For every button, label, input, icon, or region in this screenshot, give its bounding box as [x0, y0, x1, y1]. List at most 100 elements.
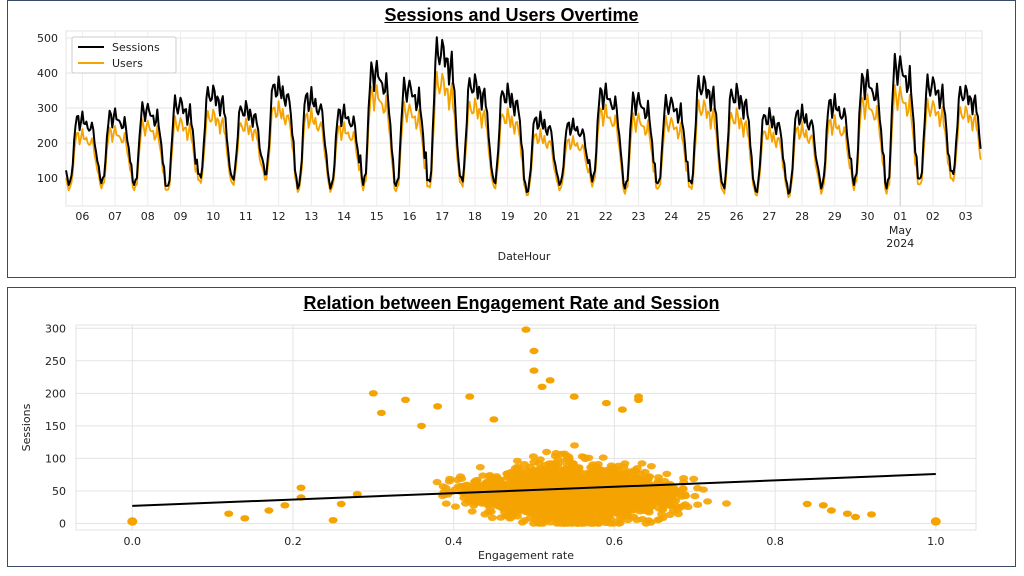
scatter-point: [521, 326, 531, 333]
x-axis-label: DateHour: [498, 250, 551, 263]
scatter-point: [492, 473, 502, 480]
scatter-point: [568, 460, 578, 467]
scatter-point: [566, 478, 576, 485]
scatter-point: [513, 471, 523, 478]
x-axis-label: Engagement rate: [478, 549, 574, 562]
scatter-point: [417, 422, 426, 430]
x-tick-label: 02: [926, 210, 940, 223]
scatter-point: [500, 503, 510, 511]
scatter-point: [578, 512, 588, 519]
scatter-point: [646, 463, 656, 470]
scatter-point: [240, 515, 250, 522]
scatter-point: [328, 517, 338, 524]
scatter-point: [468, 494, 477, 501]
scatter-point: [296, 484, 306, 491]
scatter-point: [587, 507, 597, 515]
scatter-point: [654, 505, 664, 512]
scatter-point: [667, 502, 677, 510]
scatter-point: [637, 460, 647, 467]
x-tick-label: 21: [566, 210, 580, 223]
x-tick-label: 27: [762, 210, 776, 223]
scatter-point: [645, 473, 655, 480]
scatter-point: [623, 516, 633, 524]
scatter-point: [654, 474, 663, 481]
scatter-point: [465, 393, 475, 400]
scatter-point: [595, 465, 604, 473]
legend-label: Users: [112, 57, 143, 70]
scatter-point: [617, 406, 627, 413]
scatter-point: [469, 502, 479, 509]
scatter-point: [488, 499, 498, 506]
scatter-point: [368, 390, 378, 397]
scatter-point: [637, 516, 647, 523]
x-tick-label: 0.2: [284, 535, 302, 548]
scatter-point: [498, 480, 508, 487]
scatter-point: [554, 515, 564, 522]
scatter-point: [818, 502, 828, 509]
x-tick-label: 22: [599, 210, 613, 223]
x-tick-label: 18: [468, 210, 482, 223]
scatter-point: [703, 498, 713, 505]
scatter-point: [930, 517, 941, 526]
scatter-point: [598, 454, 608, 461]
scatter-point: [513, 498, 523, 505]
x-tick-label: 14: [337, 210, 351, 223]
scatter-point: [640, 493, 650, 500]
scatter-point: [459, 494, 469, 502]
x-tick-label: 26: [730, 210, 744, 223]
scatter-point: [851, 513, 860, 521]
scatter-point: [606, 504, 616, 511]
scatter-point: [525, 515, 535, 522]
scatter-point: [610, 470, 620, 477]
scatter-point: [475, 482, 485, 489]
scatter-point: [478, 472, 488, 479]
scatter-point: [441, 500, 451, 507]
scatter-point: [480, 494, 490, 501]
scatter-point: [579, 493, 589, 500]
x-tick-label: 28: [795, 210, 809, 223]
sessions-users-chart-panel: Sessions and Users Overtime 100 200 300 400…: [7, 0, 1016, 278]
series-line-sessions: [65, 36, 982, 195]
x-tick-label: 07: [108, 210, 122, 223]
x-tick-label: 06: [75, 210, 89, 223]
scatter-point: [556, 504, 566, 512]
scatter-point: [603, 513, 613, 521]
x-tick-label: 19: [501, 210, 515, 223]
scatter-point: [545, 519, 555, 526]
scatter-point: [550, 462, 560, 469]
scatter-point: [693, 501, 703, 508]
scatter-point: [652, 489, 662, 496]
y-tick-label: 250: [45, 355, 66, 368]
y-tick-label: 100: [37, 172, 58, 185]
scatter-point: [665, 511, 675, 518]
scatter-point: [589, 491, 599, 498]
scatter-point: [506, 514, 516, 522]
scatter-point: [571, 465, 581, 473]
x-tick-label: 24: [664, 210, 678, 223]
scatter-point: [677, 493, 687, 500]
x-tick-label: 10: [206, 210, 220, 223]
scatter-point: [581, 500, 591, 507]
scatter-point: [576, 475, 585, 483]
scatter-point: [620, 460, 630, 467]
scatter-point: [542, 448, 552, 456]
y-tick-label: 400: [37, 67, 58, 80]
scatter-point: [521, 483, 531, 490]
scatter-point: [550, 452, 560, 460]
scatter-point: [506, 499, 515, 506]
scatter-point: [570, 442, 579, 449]
x-tick-sublabel: May: [889, 224, 912, 237]
scatter-point: [401, 396, 410, 403]
scatter-point: [582, 475, 592, 483]
scatter-point: [690, 492, 700, 500]
scatter-point: [565, 509, 575, 517]
scatter-point: [601, 487, 611, 494]
scatter-point: [664, 484, 674, 491]
scatter-point: [451, 503, 460, 510]
scatter-point: [556, 481, 566, 489]
scatter-point: [531, 466, 541, 474]
scatter-point: [556, 473, 566, 480]
chart-title: Relation between Engagement Rate and Ses…: [303, 293, 720, 313]
scatter-point: [445, 475, 455, 483]
x-tick-label: 11: [239, 210, 253, 223]
